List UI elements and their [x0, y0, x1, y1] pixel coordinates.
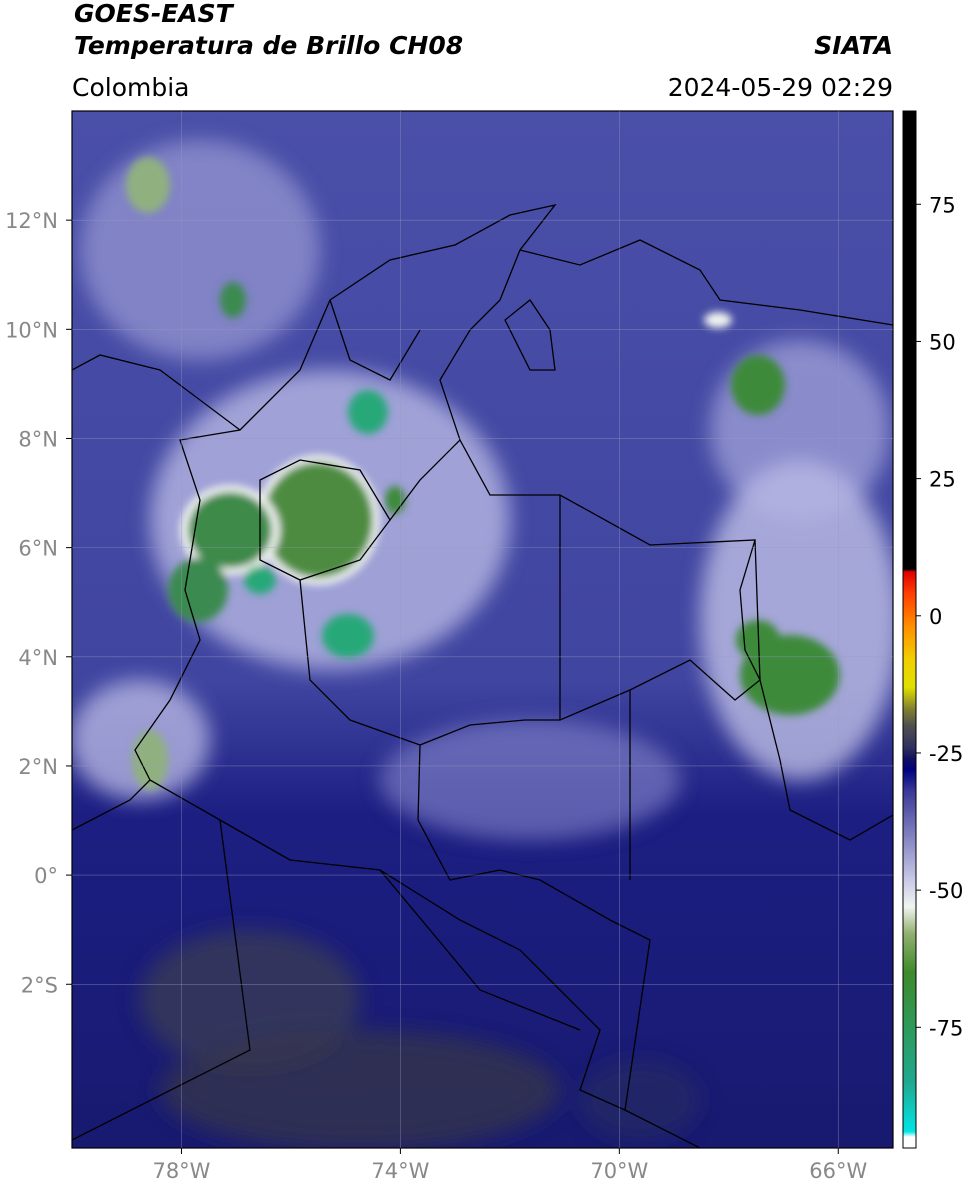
subtitle: Temperatura de Brillo CH08 — [74, 31, 463, 60]
x-tick-label: 78°W — [152, 1159, 210, 1183]
x-tick-label: 70°W — [590, 1159, 648, 1183]
y-tick-label: 4°N — [18, 646, 58, 670]
colorbar-tick-label: -25 — [929, 742, 963, 766]
y-tick-label: 10°N — [5, 318, 58, 342]
x-tick-label: 66°W — [809, 1159, 867, 1183]
colorbar-tick-label: 50 — [929, 330, 956, 354]
map-frame — [71, 110, 894, 1149]
y-tick-label: 2°S — [21, 973, 58, 997]
colorbar — [902, 110, 917, 1149]
convective-cells — [126, 157, 840, 790]
region: Colombia — [72, 73, 189, 102]
datetime: 2024-05-29 02:29 — [668, 73, 893, 102]
colorbar-tick-label: -75 — [929, 1016, 963, 1040]
source: SIATA — [814, 31, 893, 60]
colorbar-tick-label: 25 — [929, 468, 956, 492]
map-image — [72, 111, 893, 1148]
y-tick-label: 6°N — [18, 537, 58, 561]
colorbar-tick-label: 0 — [929, 605, 942, 629]
y-tick-label: 2°N — [18, 755, 58, 779]
x-tick-label: 74°W — [371, 1159, 429, 1183]
y-tick-label: 0° — [34, 864, 58, 888]
colorbar-tick-label: -50 — [929, 879, 963, 903]
title: GOES-EAST — [74, 0, 235, 28]
borders — [72, 203, 893, 1148]
y-tick-label: 8°N — [18, 427, 58, 451]
colorbar-tick-label: 75 — [929, 193, 956, 217]
y-tick-label: 12°N — [5, 209, 58, 233]
